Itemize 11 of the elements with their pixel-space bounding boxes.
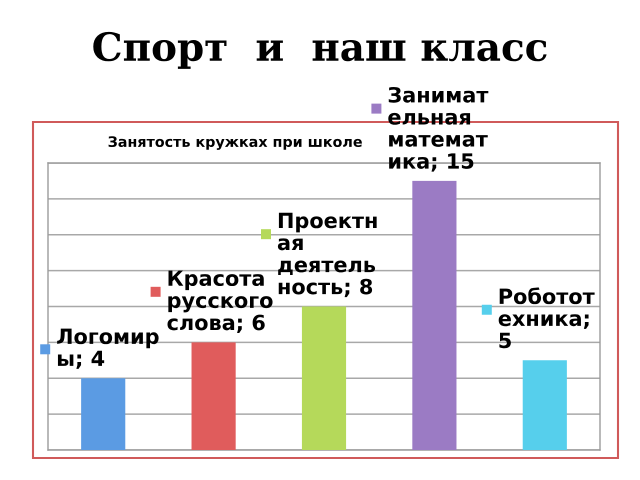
chart-title: Спорт и наш класс bbox=[93, 32, 547, 69]
bar bbox=[302, 306, 346, 450]
data-label: Красота русского слова; 6 bbox=[167, 270, 273, 333]
bar bbox=[412, 180, 456, 450]
data-label: Робототехника; 5 bbox=[498, 287, 595, 348]
data-label: Логомиры; 4 bbox=[57, 328, 159, 369]
bar bbox=[522, 360, 567, 450]
bar bbox=[192, 342, 236, 450]
data-label: Проектная деятельность; 8 bbox=[278, 212, 377, 298]
chart-subtitle: Занятость кружках при школе bbox=[108, 136, 362, 150]
bar bbox=[81, 378, 126, 450]
